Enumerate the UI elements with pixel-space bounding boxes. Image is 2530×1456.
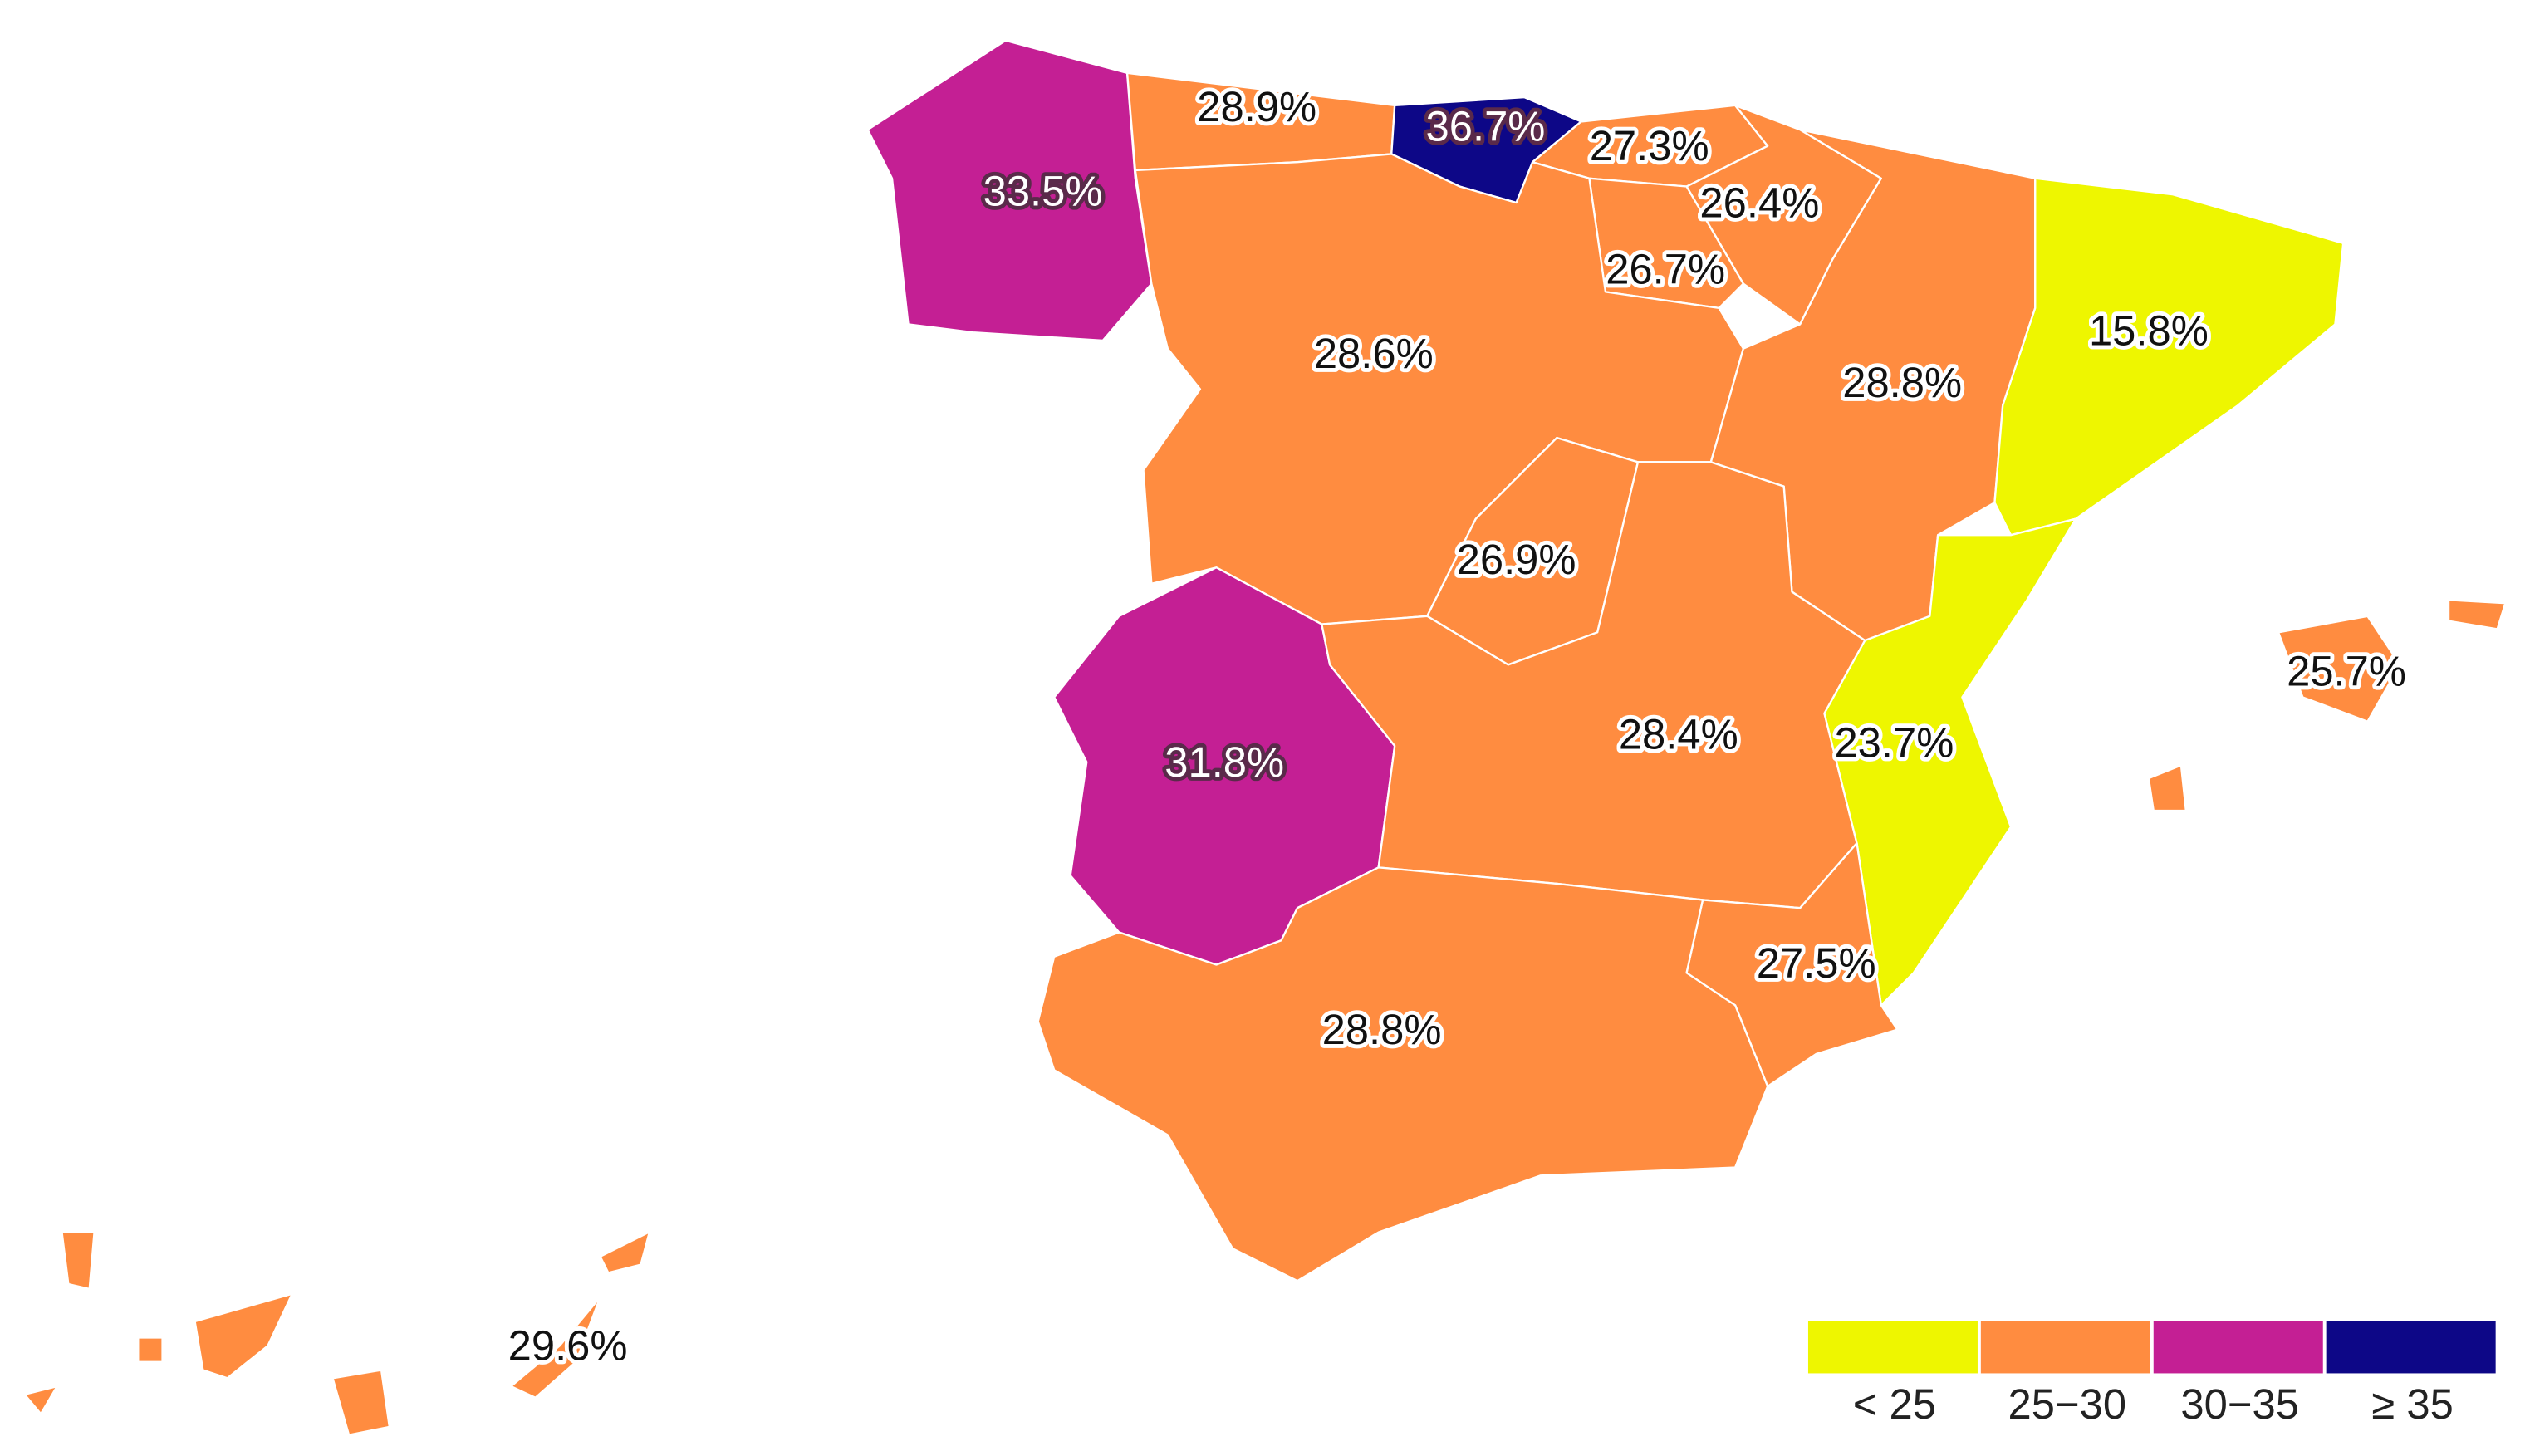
value-label: 23.7% [1834,718,1954,766]
legend-label: < 25 [1853,1380,1936,1428]
region [510,1296,601,1399]
region [866,39,1153,342]
region [23,1385,58,1415]
legend-label: 30−35 [2180,1380,2299,1428]
value-label: 25.7% [2287,647,2406,694]
value-label: 26.4% [1699,179,1819,226]
value-label: 15.8% [2089,307,2209,355]
legend-swatch [2326,1321,2496,1374]
value-label: 31.8% [1164,738,1284,786]
value-label: 28.4% [1619,711,1738,758]
legend-label: 25−30 [2008,1380,2127,1428]
legend-swatch [1980,1321,2150,1374]
region [1037,866,1769,1282]
legend-swatch [2153,1321,2323,1374]
value-label: 28.9% [1197,83,1316,130]
value-label: 28.6% [1314,330,1434,377]
value-label: 29.6% [508,1322,628,1370]
region [599,1214,655,1274]
value-label: 27.3% [1590,122,1709,169]
value-label: 26.9% [1457,536,1576,583]
region [1993,177,2345,537]
region [194,1292,293,1380]
region [2277,615,2401,723]
region [2147,764,2187,812]
value-label: 28.8% [1322,1006,1442,1053]
value-label: 27.5% [1757,939,1876,987]
region [61,1231,96,1291]
legend-swatch [1807,1321,1978,1374]
region [1823,517,2077,1007]
legend-label: ≥ 35 [2371,1380,2453,1428]
region [137,1336,164,1363]
value-label: 36.7% [1426,103,1546,150]
value-label: 33.5% [983,168,1103,215]
region [2447,599,2507,630]
value-label: 26.7% [1606,245,1725,292]
value-label: 28.8% [1842,359,1962,406]
region [331,1369,391,1436]
